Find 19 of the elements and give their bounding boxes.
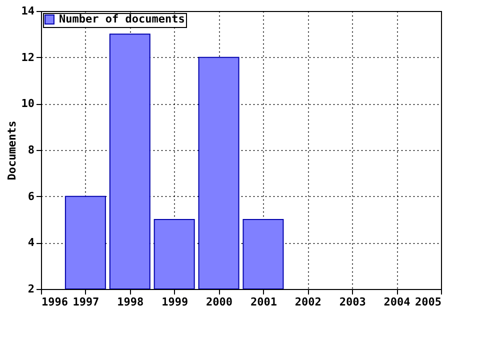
x-tick-label: 2003 xyxy=(339,296,366,308)
x-tick-label: 1997 xyxy=(72,296,100,308)
y-tick-label: 8 xyxy=(28,144,34,156)
y-tick-label: 6 xyxy=(28,190,35,203)
x-tick-label: 2005 xyxy=(415,296,442,308)
y-tick-label: 14 xyxy=(21,4,35,18)
y-tick-label: 2 xyxy=(28,282,34,296)
x-tick-label: 1999 xyxy=(162,296,188,308)
x-tick-label: 2002 xyxy=(294,296,322,308)
y-tick-label: 10 xyxy=(21,97,34,110)
legend-label: Number of documents xyxy=(59,12,185,26)
y-tick-label: 12 xyxy=(21,50,34,64)
y-axis-title: Documents xyxy=(5,120,18,180)
y-tick-label: 4 xyxy=(28,236,35,250)
x-tick-label: 1998 xyxy=(117,296,144,308)
x-tick-label: 2000 xyxy=(206,296,233,308)
x-tick-label: 2004 xyxy=(384,296,411,308)
x-tick-label: 2001 xyxy=(250,296,278,308)
x-tick-label: 1996 xyxy=(42,296,68,308)
